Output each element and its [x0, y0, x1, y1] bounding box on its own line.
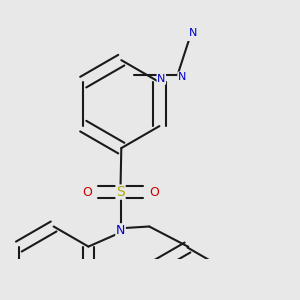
Text: N: N [189, 28, 198, 38]
Text: N: N [116, 224, 125, 237]
Text: S: S [116, 185, 125, 199]
Text: N: N [157, 74, 166, 84]
Text: O: O [149, 186, 159, 199]
Text: N: N [178, 72, 186, 82]
Text: O: O [82, 186, 92, 199]
